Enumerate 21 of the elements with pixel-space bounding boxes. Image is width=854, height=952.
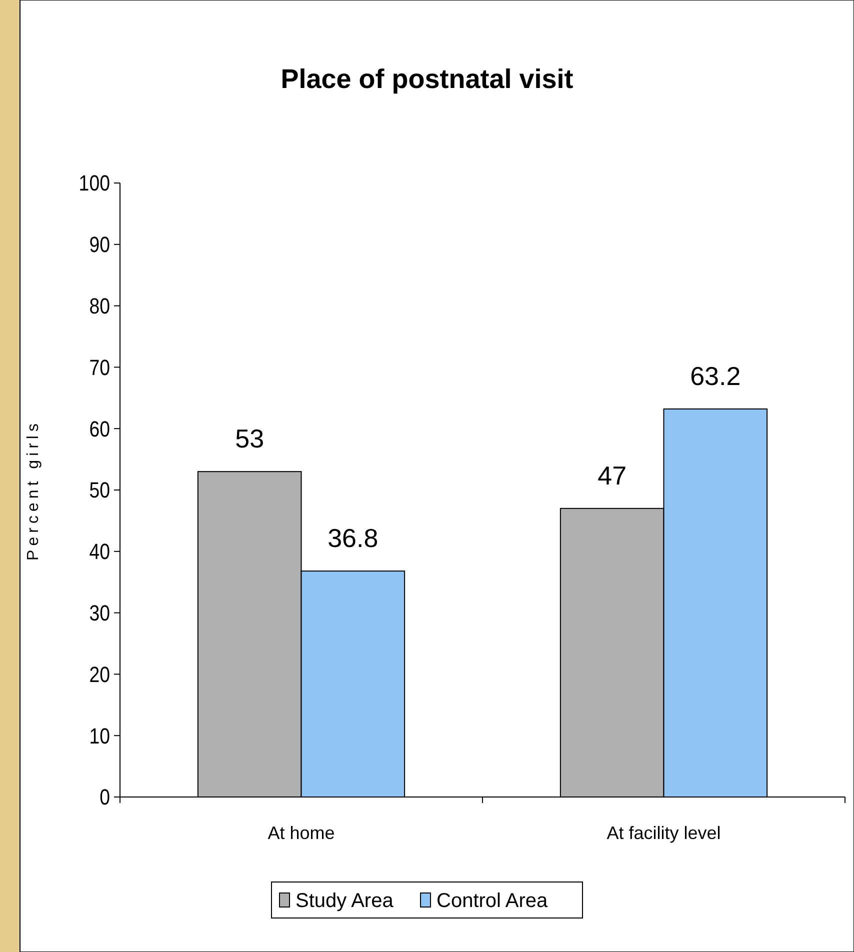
chart-title: Place of postnatal visit	[280, 64, 574, 94]
data-label: 47	[598, 460, 627, 490]
y-tick-label: 60	[89, 418, 110, 442]
y-tick-label: 70	[89, 356, 110, 380]
x-tick-label: At home	[268, 823, 335, 843]
y-tick-label: 50	[89, 479, 110, 504]
x-tick-label: At facility level	[606, 823, 721, 843]
y-tick-label: 20	[89, 664, 110, 688]
y-tick-label: 0	[100, 786, 110, 810]
y-axis-title: Percent girls	[25, 420, 42, 560]
y-tick-label: 10	[89, 724, 110, 749]
legend-label: Study Area	[296, 890, 394, 912]
y-tick-label: 90	[89, 234, 110, 258]
y-tick-label: 100	[78, 172, 110, 196]
y-tick-label: 80	[89, 295, 110, 319]
y-tick-label: 30	[89, 602, 110, 626]
data-label: 53	[235, 424, 264, 454]
data-label: 36.8	[328, 523, 378, 554]
y-tick-label: 40	[89, 540, 110, 564]
data-label: 63.2	[690, 360, 741, 391]
legend-label: Control Area	[436, 890, 549, 912]
